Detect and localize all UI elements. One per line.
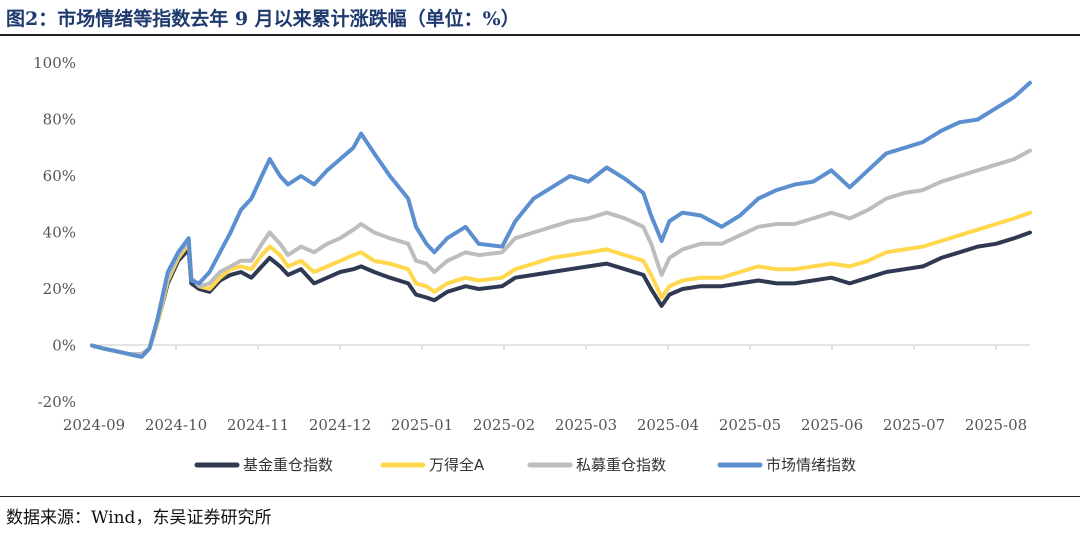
y-tick-label: 80% — [43, 111, 76, 129]
bottom-divider — [0, 496, 1080, 497]
y-axis: -20% 0% 20% 40% 60% 80% 100% — [33, 54, 76, 411]
legend-label: 私募重仓指数 — [576, 456, 666, 474]
top-divider — [0, 34, 1080, 36]
x-tick-label: 2025-02 — [473, 416, 535, 434]
source-note: 数据来源：Wind，东吴证券研究所 — [6, 508, 272, 528]
legend-label: 万得全A — [429, 456, 485, 474]
y-tick-label: 40% — [43, 224, 76, 242]
x-tick-label: 2024-12 — [309, 416, 371, 434]
line-chart: -20%0%20%40%60%80%100% 2024-09 2024-10 202… — [33, 54, 1032, 474]
legend-label: 基金重仓指数 — [243, 456, 333, 474]
x-tick-label: 2025-04 — [637, 416, 699, 434]
series-line — [90, 148, 1032, 356]
x-axis: 2024-09 2024-10 2024-11 2024-12 2025-01 2025-… — [63, 344, 1030, 434]
x-tick-label: 2025-06 — [801, 416, 863, 434]
series-line — [90, 210, 1032, 356]
x-tick-label: 2025-08 — [965, 416, 1027, 434]
y-tick-label: 60% — [43, 167, 76, 185]
legend: 基金重仓指数 万得全A 私募重仓指数 市场情绪指数 — [194, 456, 856, 474]
x-tick-label: 2025-01 — [391, 416, 453, 434]
x-tick-label: 2025-05 — [719, 416, 781, 434]
x-tick-label: 2024-11 — [227, 416, 289, 434]
x-tick-label: 2025-03 — [555, 416, 617, 434]
x-tick-label: 2025-07 — [883, 416, 945, 434]
series-layer — [90, 80, 1032, 359]
y-tick-label: -20% — [38, 393, 76, 411]
y-tick-label: 0% — [52, 337, 76, 355]
chart-title: 图2：市场情绪等指数去年 9 月以来累计涨跌幅（单位：%） — [6, 8, 520, 30]
legend-label: 市场情绪指数 — [766, 456, 856, 474]
y-tick-label: 100% — [33, 54, 76, 72]
x-tick-label: 2024-09 — [63, 416, 125, 434]
series-line — [90, 230, 1032, 359]
y-tick-label: 20% — [43, 280, 76, 298]
x-tick-label: 2024-10 — [145, 416, 207, 434]
series-line — [90, 80, 1032, 359]
